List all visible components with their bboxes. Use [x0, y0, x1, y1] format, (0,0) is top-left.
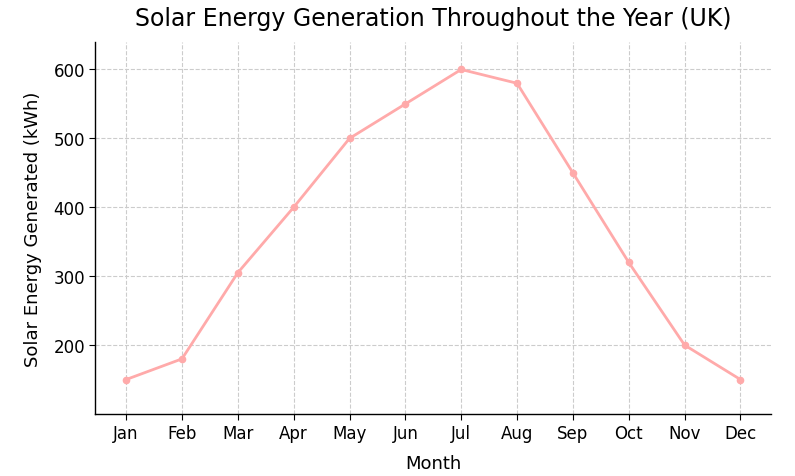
X-axis label: Month: Month	[405, 454, 461, 472]
Y-axis label: Solar Energy Generated (kWh): Solar Energy Generated (kWh)	[24, 91, 42, 366]
Title: Solar Energy Generation Throughout the Year (UK): Solar Energy Generation Throughout the Y…	[135, 7, 731, 31]
